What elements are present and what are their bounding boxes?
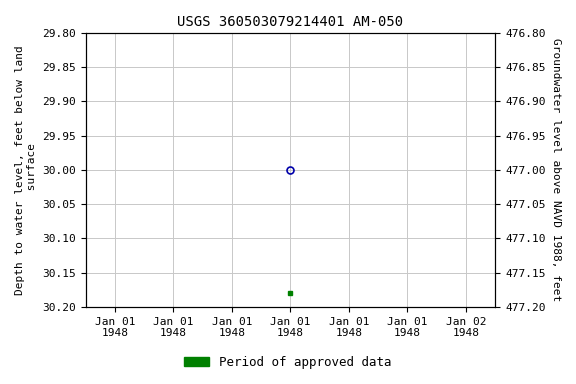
Title: USGS 360503079214401 AM-050: USGS 360503079214401 AM-050 — [177, 15, 403, 29]
Y-axis label: Groundwater level above NAVD 1988, feet: Groundwater level above NAVD 1988, feet — [551, 38, 561, 301]
Legend: Period of approved data: Period of approved data — [179, 351, 397, 374]
Y-axis label: Depth to water level, feet below land
 surface: Depth to water level, feet below land su… — [15, 45, 37, 295]
